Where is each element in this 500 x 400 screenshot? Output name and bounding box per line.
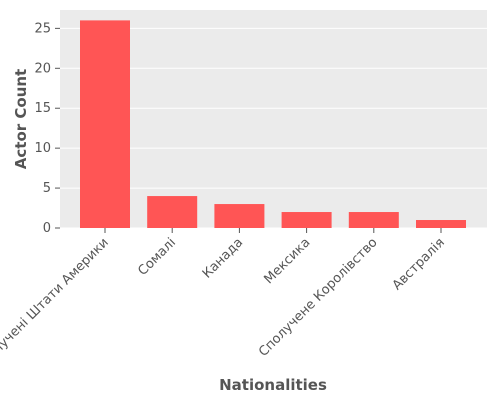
x-tick-label: Австралія — [390, 235, 448, 293]
y-tick-label: 10 — [34, 141, 51, 156]
y-tick-label: 15 — [34, 101, 51, 116]
y-tick-label: 5 — [43, 181, 51, 196]
bar — [147, 196, 198, 228]
bars — [80, 20, 466, 229]
x-axis-ticks: Сполучені Штати Америки Сомалі Канада Мекси… — [0, 228, 448, 375]
y-tick-label: 0 — [43, 221, 51, 236]
x-tick-label: Мексика — [261, 235, 313, 287]
x-tick-label: Сполучене Королівство — [256, 235, 381, 360]
bar — [281, 212, 332, 228]
grid-lines — [60, 27, 487, 229]
x-tick-label: Канада — [200, 235, 246, 281]
y-tick-label: 25 — [34, 21, 51, 36]
bar — [80, 20, 130, 229]
x-tick-label: Сомалі — [135, 235, 179, 279]
y-axis-ticks: 0 5 10 15 20 25 — [34, 21, 60, 236]
bar — [214, 204, 265, 228]
x-tick-label: Сполучені Штати Америки — [0, 235, 112, 375]
bar — [348, 212, 399, 228]
bar — [416, 220, 466, 228]
y-tick-label: 20 — [34, 61, 51, 76]
x-axis-title: Nationalities — [219, 376, 327, 394]
y-axis-title: Actor Count — [12, 69, 30, 169]
plot-background — [60, 10, 487, 228]
